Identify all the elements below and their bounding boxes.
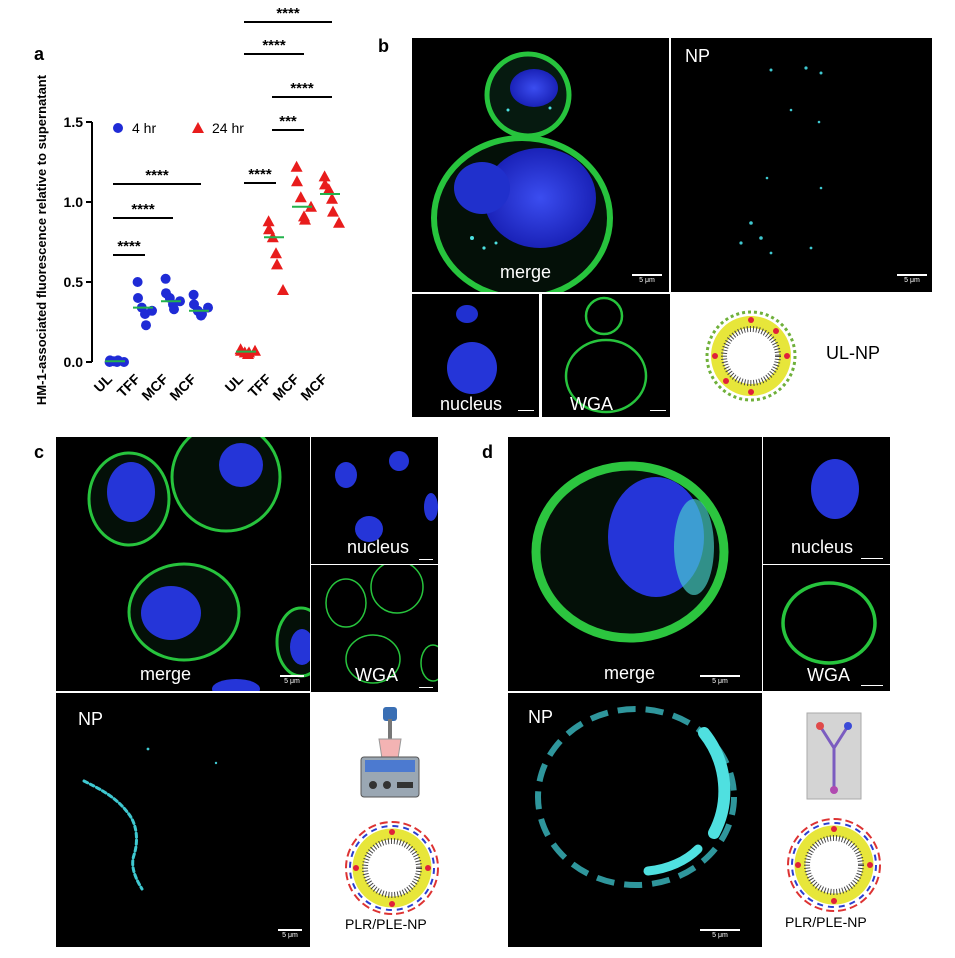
data-point bbox=[133, 293, 143, 303]
panel-d-nucleus-label: nucleus bbox=[791, 537, 854, 557]
panel-c-nucleus-scale-bar bbox=[419, 559, 433, 561]
significance-label: **** bbox=[276, 5, 300, 22]
y-tick-label: 0.0 bbox=[64, 354, 84, 370]
panel-d-np-scale-bar: 5 μm bbox=[700, 929, 740, 939]
panel-d-np-label: NP bbox=[528, 707, 554, 727]
x-tick-label: MCF bbox=[138, 370, 171, 403]
panel-b-wga-image: WGA bbox=[542, 294, 670, 417]
panel-c-wga-label: WGA bbox=[355, 665, 398, 685]
legend-marker bbox=[192, 122, 204, 133]
data-point bbox=[270, 247, 282, 259]
panel-d-merge-label: merge bbox=[604, 663, 656, 683]
significance-label: **** bbox=[131, 201, 155, 218]
x-tick-label: TFF bbox=[114, 370, 144, 400]
data-point bbox=[263, 223, 275, 235]
panel-c-nucleus-image: nucleus bbox=[311, 437, 438, 564]
x-tick-label: MCF bbox=[297, 370, 330, 403]
significance-label: *** bbox=[279, 113, 297, 130]
data-point bbox=[333, 216, 345, 228]
panel-c-np-scale-bar: 5 μm bbox=[278, 929, 302, 939]
significance-label: **** bbox=[145, 167, 169, 184]
legend-marker bbox=[113, 123, 123, 133]
panel-b-wga-label: WGA bbox=[570, 394, 613, 414]
data-point bbox=[262, 215, 275, 227]
data-point bbox=[291, 175, 303, 187]
plr-ple-np-liposome-icon-d bbox=[787, 818, 881, 912]
legend-label: 24 hr bbox=[212, 120, 244, 136]
data-point bbox=[271, 258, 283, 270]
panel-c-wga-image: WGA bbox=[311, 565, 438, 692]
significance-label: **** bbox=[248, 166, 272, 183]
legend-label: 4 hr bbox=[132, 120, 156, 136]
ul-np-liposome-icon bbox=[705, 310, 797, 402]
data-point bbox=[169, 304, 179, 315]
data-point bbox=[132, 277, 143, 287]
panel-label-b: b bbox=[378, 36, 389, 56]
panel-d-wga-label: WGA bbox=[807, 665, 850, 685]
significance-label: **** bbox=[290, 80, 314, 97]
panel-c-nucleus-label: nucleus bbox=[347, 537, 410, 557]
panel-label-a: a bbox=[34, 44, 45, 64]
panel-d-wga-image: WGA bbox=[763, 565, 890, 691]
panel-b-nucleus-scale-bar bbox=[518, 410, 534, 412]
y-tick-label: 1.5 bbox=[64, 114, 84, 130]
data-point bbox=[290, 160, 303, 172]
panel-b-merge-scale-bar: 5 μm bbox=[632, 274, 662, 284]
data-point bbox=[188, 289, 199, 300]
y-tick-label: 0.5 bbox=[64, 274, 84, 290]
panel-d-wga-scale-bar bbox=[861, 685, 883, 687]
significance-label: **** bbox=[262, 37, 286, 54]
x-tick-label: MCF bbox=[269, 370, 302, 403]
panel-b-np-label: NP bbox=[685, 46, 711, 66]
data-point bbox=[322, 183, 335, 195]
panel-label-d: d bbox=[482, 442, 493, 462]
plr-ple-np-caption-c: PLR/PLE-NP bbox=[345, 916, 427, 932]
panel-d-np-image: NP 5 μm bbox=[508, 693, 762, 947]
panel-d-merge-scale-bar: 5 μm bbox=[700, 675, 740, 685]
panel-b-np-image: NP 5 μm bbox=[671, 38, 932, 292]
y-axis-label: HM-1-associated fluorescence relative to… bbox=[34, 74, 49, 405]
data-point bbox=[141, 320, 151, 331]
y-tick-label: 1.0 bbox=[64, 194, 84, 210]
panel-c-np-image: NP 5 μm bbox=[56, 693, 310, 947]
panel-b-nucleus-image: nucleus bbox=[412, 294, 539, 417]
panel-b-np-scale-bar: 5 μm bbox=[897, 274, 927, 284]
panel-d-nucleus-image: nucleus bbox=[763, 437, 890, 564]
significance-label: **** bbox=[117, 238, 141, 255]
data-point bbox=[318, 170, 331, 182]
panel-c-merge-label: merge bbox=[140, 664, 192, 684]
panel-b-nucleus-label: nucleus bbox=[440, 394, 503, 414]
panel-b-merge-label: merge bbox=[500, 262, 552, 282]
panel-c-merge-scale-bar: 5 μm bbox=[280, 675, 304, 685]
plr-ple-np-caption-d: PLR/PLE-NP bbox=[785, 914, 867, 930]
panel-b-wga-scale-bar bbox=[650, 410, 666, 412]
x-tick-label: UL bbox=[222, 370, 247, 395]
data-point bbox=[294, 191, 307, 203]
panel-b-merge-image: merge 5 μm bbox=[412, 38, 669, 292]
plr-ple-np-liposome-icon-c bbox=[345, 821, 439, 915]
data-point bbox=[327, 205, 339, 217]
data-point bbox=[160, 273, 171, 284]
panel-d-nucleus-scale-bar bbox=[861, 558, 883, 560]
panel-c-merge-image: merge 5 μm bbox=[56, 437, 310, 691]
data-point bbox=[299, 213, 311, 225]
panel-c-np-label: NP bbox=[78, 709, 104, 729]
data-point bbox=[249, 344, 261, 356]
data-point bbox=[326, 192, 338, 204]
microfluidic-chip-icon bbox=[806, 712, 862, 800]
panel-c-wga-scale-bar bbox=[419, 687, 433, 689]
panel-label-c: c bbox=[34, 442, 45, 462]
data-point bbox=[277, 284, 289, 295]
sonicator-icon bbox=[360, 707, 420, 798]
ul-np-caption: UL-NP bbox=[826, 343, 881, 363]
panel-d-merge-image: merge 5 μm bbox=[508, 437, 762, 691]
x-tick-label: UL bbox=[91, 370, 116, 395]
x-tick-label: TFF bbox=[245, 370, 275, 400]
x-tick-label: MCF bbox=[166, 370, 199, 403]
